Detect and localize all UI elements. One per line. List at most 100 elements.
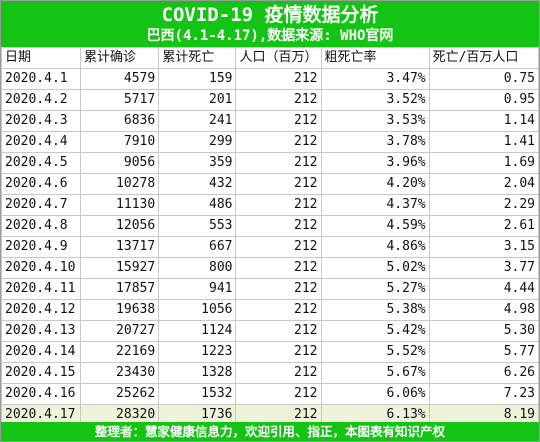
confirmed-cell[interactable]: 9056 — [79, 152, 160, 174]
confirmed-cell[interactable]: 15927 — [79, 257, 160, 279]
deaths-per-million-cell[interactable]: 4.44 — [428, 278, 540, 300]
deaths-cell[interactable]: 667 — [158, 236, 237, 258]
confirmed-cell[interactable]: 4579 — [79, 68, 160, 90]
population-cell[interactable]: 212 — [235, 383, 322, 405]
confirmed-cell[interactable]: 20727 — [79, 320, 160, 342]
deaths-per-million-cell[interactable]: 2.61 — [428, 215, 540, 237]
confirmed-cell[interactable]: 11130 — [79, 194, 160, 216]
confirmed-cell[interactable]: 17857 — [79, 278, 160, 300]
confirmed-cell[interactable]: 23430 — [79, 362, 160, 384]
confirmed-cell[interactable]: 19638 — [79, 299, 160, 321]
date-cell[interactable]: 2020.4.6 — [1, 173, 81, 195]
confirmed-cell[interactable]: 25262 — [79, 383, 160, 405]
deaths-per-million-cell[interactable]: 8.19 — [428, 404, 540, 426]
deaths-cell[interactable]: 359 — [158, 152, 237, 174]
fatality-rate-cell[interactable]: 5.52% — [320, 341, 430, 363]
date-cell[interactable]: 2020.4.13 — [1, 320, 81, 342]
population-cell[interactable]: 212 — [235, 236, 322, 258]
deaths-per-million-cell[interactable]: 0.95 — [428, 89, 540, 111]
fatality-rate-cell[interactable]: 5.42% — [320, 320, 430, 342]
date-cell[interactable]: 2020.4.5 — [1, 152, 81, 174]
population-cell[interactable]: 212 — [235, 278, 322, 300]
deaths-cell[interactable]: 1124 — [158, 320, 237, 342]
date-cell[interactable]: 2020.4.1 — [1, 68, 81, 90]
fatality-rate-cell[interactable]: 4.20% — [320, 173, 430, 195]
population-cell[interactable]: 212 — [235, 68, 322, 90]
fatality-rate-cell[interactable]: 3.53% — [320, 110, 430, 132]
fatality-rate-column-header[interactable]: 粗死亡率 — [320, 47, 430, 69]
deaths-per-million-cell[interactable]: 3.15 — [428, 236, 540, 258]
population-cell[interactable]: 212 — [235, 299, 322, 321]
date-cell[interactable]: 2020.4.8 — [1, 215, 81, 237]
deaths-per-million-cell[interactable]: 5.30 — [428, 320, 540, 342]
deaths-cell[interactable]: 159 — [158, 68, 237, 90]
population-cell[interactable]: 212 — [235, 341, 322, 363]
fatality-rate-cell[interactable]: 6.13% — [320, 404, 430, 426]
date-cell[interactable]: 2020.4.11 — [1, 278, 81, 300]
confirmed-cell[interactable]: 28320 — [79, 404, 160, 426]
deaths-per-million-cell[interactable]: 0.75 — [428, 68, 540, 90]
deaths-per-million-cell[interactable]: 1.14 — [428, 110, 540, 132]
confirmed-cell[interactable]: 12056 — [79, 215, 160, 237]
population-cell[interactable]: 212 — [235, 257, 322, 279]
fatality-rate-cell[interactable]: 6.06% — [320, 383, 430, 405]
fatality-rate-cell[interactable]: 3.52% — [320, 89, 430, 111]
population-column-header[interactable]: 人口（百万） — [235, 47, 322, 69]
fatality-rate-cell[interactable]: 4.59% — [320, 215, 430, 237]
fatality-rate-cell[interactable]: 4.37% — [320, 194, 430, 216]
confirmed-cell[interactable]: 10278 — [79, 173, 160, 195]
deaths-cell[interactable]: 201 — [158, 89, 237, 111]
date-cell[interactable]: 2020.4.15 — [1, 362, 81, 384]
fatality-rate-cell[interactable]: 5.38% — [320, 299, 430, 321]
deaths-cell[interactable]: 1223 — [158, 341, 237, 363]
fatality-rate-cell[interactable]: 5.27% — [320, 278, 430, 300]
deaths-per-million-column-header[interactable]: 死亡/百万人口 — [428, 47, 540, 69]
date-cell[interactable]: 2020.4.7 — [1, 194, 81, 216]
population-cell[interactable]: 212 — [235, 110, 322, 132]
deaths-cell[interactable]: 800 — [158, 257, 237, 279]
deaths-per-million-cell[interactable]: 2.04 — [428, 173, 540, 195]
deaths-per-million-cell[interactable]: 4.98 — [428, 299, 540, 321]
confirmed-cell[interactable]: 7910 — [79, 131, 160, 153]
fatality-rate-cell[interactable]: 5.67% — [320, 362, 430, 384]
date-cell[interactable]: 2020.4.3 — [1, 110, 81, 132]
population-cell[interactable]: 212 — [235, 152, 322, 174]
deaths-cell[interactable]: 1056 — [158, 299, 237, 321]
deaths-per-million-cell[interactable]: 6.26 — [428, 362, 540, 384]
confirmed-cell[interactable]: 5717 — [79, 89, 160, 111]
fatality-rate-cell[interactable]: 3.96% — [320, 152, 430, 174]
fatality-rate-cell[interactable]: 4.86% — [320, 236, 430, 258]
confirmed-cell[interactable]: 13717 — [79, 236, 160, 258]
population-cell[interactable]: 212 — [235, 320, 322, 342]
date-cell[interactable]: 2020.4.17 — [1, 404, 81, 426]
deaths-cell[interactable]: 486 — [158, 194, 237, 216]
fatality-rate-cell[interactable]: 3.47% — [320, 68, 430, 90]
deaths-per-million-cell[interactable]: 7.23 — [428, 383, 540, 405]
population-cell[interactable]: 212 — [235, 215, 322, 237]
date-cell[interactable]: 2020.4.9 — [1, 236, 81, 258]
deaths-cell[interactable]: 1328 — [158, 362, 237, 384]
deaths-cell[interactable]: 941 — [158, 278, 237, 300]
deaths-cell[interactable]: 241 — [158, 110, 237, 132]
confirmed-cell[interactable]: 22169 — [79, 341, 160, 363]
population-cell[interactable]: 212 — [235, 131, 322, 153]
date-cell[interactable]: 2020.4.16 — [1, 383, 81, 405]
date-cell[interactable]: 2020.4.4 — [1, 131, 81, 153]
deaths-cell[interactable]: 1532 — [158, 383, 237, 405]
deaths-cell[interactable]: 1736 — [158, 404, 237, 426]
population-cell[interactable]: 212 — [235, 89, 322, 111]
fatality-rate-cell[interactable]: 5.02% — [320, 257, 430, 279]
deaths-per-million-cell[interactable]: 1.69 — [428, 152, 540, 174]
confirmed-column-header[interactable]: 累计确诊 — [79, 47, 160, 69]
date-cell[interactable]: 2020.4.2 — [1, 89, 81, 111]
population-cell[interactable]: 212 — [235, 194, 322, 216]
deaths-per-million-cell[interactable]: 3.77 — [428, 257, 540, 279]
population-cell[interactable]: 212 — [235, 173, 322, 195]
date-cell[interactable]: 2020.4.12 — [1, 299, 81, 321]
deaths-cell[interactable]: 553 — [158, 215, 237, 237]
deaths-cell[interactable]: 299 — [158, 131, 237, 153]
deaths-per-million-cell[interactable]: 1.41 — [428, 131, 540, 153]
deaths-cell[interactable]: 432 — [158, 173, 237, 195]
deaths-column-header[interactable]: 累计死亡 — [158, 47, 237, 69]
deaths-per-million-cell[interactable]: 2.29 — [428, 194, 540, 216]
